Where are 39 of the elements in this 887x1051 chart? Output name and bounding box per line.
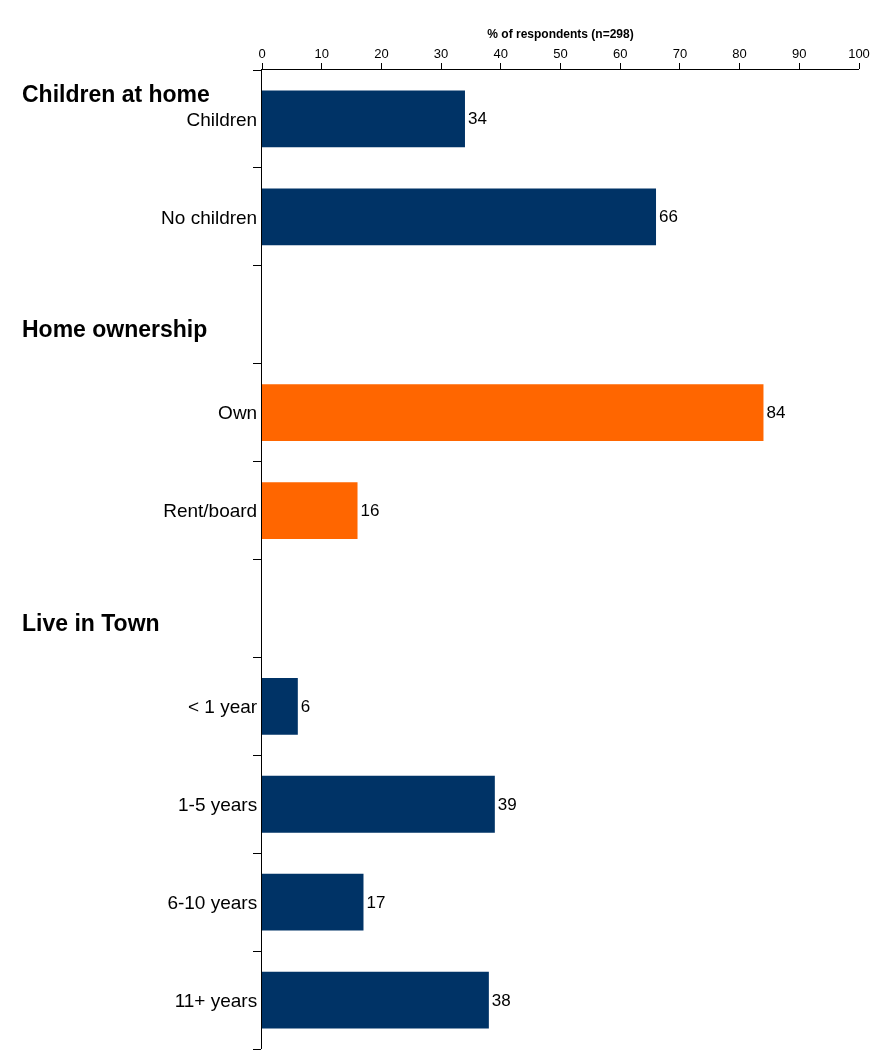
bar xyxy=(262,775,495,833)
y-tick-label: 6-10 years xyxy=(167,891,258,913)
x-tick-label: 30 xyxy=(433,45,449,61)
x-tick-label: 100 xyxy=(848,45,870,61)
bar xyxy=(262,384,764,442)
data-label: 38 xyxy=(491,990,511,1010)
y-tick-label: 11+ years xyxy=(174,989,258,1011)
bar xyxy=(262,971,489,1029)
y-tick-label: Own xyxy=(218,402,258,424)
y-tick-label: < 1 year xyxy=(188,696,258,717)
data-label: 6 xyxy=(300,696,311,716)
data-label: 16 xyxy=(360,501,380,521)
bar xyxy=(262,677,298,735)
text: Children at home xyxy=(22,81,210,107)
x-tick-label: 20 xyxy=(374,45,389,61)
bar xyxy=(262,482,358,539)
bar xyxy=(262,90,465,148)
x-tick-label: 50 xyxy=(553,45,568,61)
x-tick-label: 10 xyxy=(314,45,329,61)
data-label: 66 xyxy=(659,207,678,227)
x-tick-label: 90 xyxy=(792,45,807,61)
y-tick-label: 1-5 years xyxy=(178,793,258,815)
data-label: 39 xyxy=(497,794,517,814)
bar xyxy=(262,873,364,931)
y-tick-label: Rent/board xyxy=(163,500,258,522)
y-tick-label: Children xyxy=(186,108,258,130)
data-label: 34 xyxy=(467,109,487,129)
bar xyxy=(262,188,657,246)
data-label: 17 xyxy=(366,892,386,912)
x-tick-label: 0 xyxy=(258,45,266,61)
x-tick-label: 80 xyxy=(732,45,747,61)
x-tick-label: 70 xyxy=(672,45,688,61)
text: Live in Town xyxy=(22,610,160,636)
x-axis-title: % of respondents (n=298) xyxy=(487,27,634,42)
data-label: 84 xyxy=(766,403,786,423)
x-tick-label: 40 xyxy=(493,45,509,61)
x-tick-label: 60 xyxy=(612,45,628,61)
y-tick-label: No children xyxy=(161,206,258,228)
text: Home ownership xyxy=(22,316,208,342)
